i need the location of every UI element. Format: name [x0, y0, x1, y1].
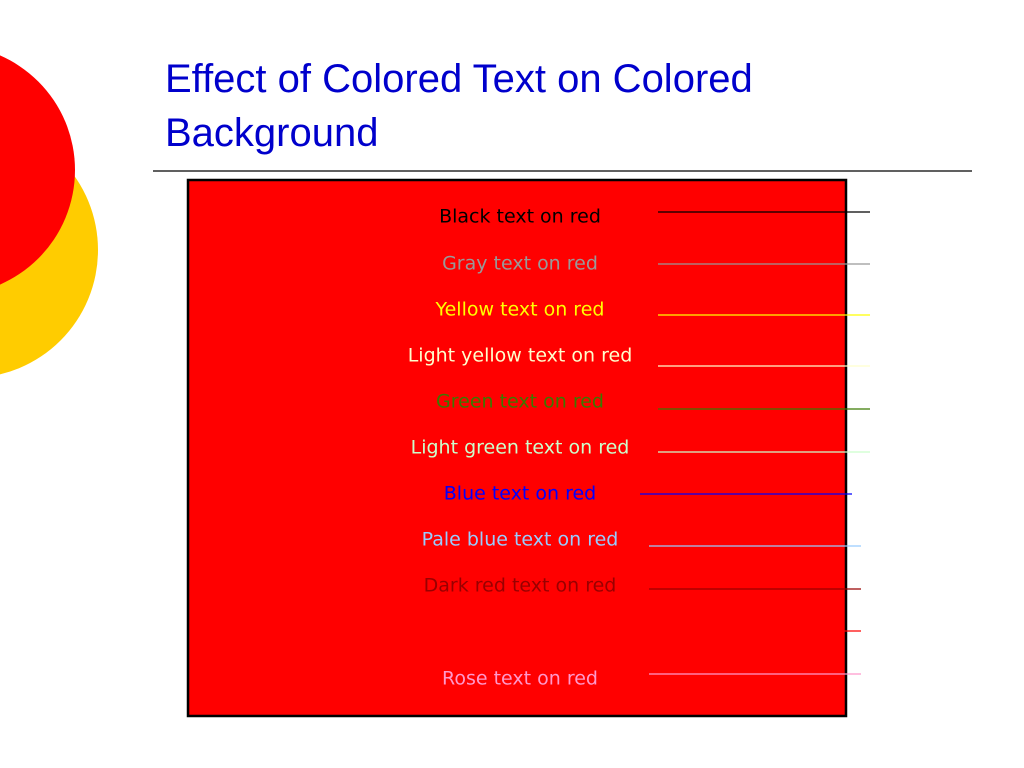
slide-title: Effect of Colored Text on Colored Backgr… [165, 57, 753, 155]
item-text: Green text on red [436, 391, 604, 413]
item-text: Gray text on red [442, 253, 598, 275]
red-panel [186, 178, 848, 718]
red-circle [0, 55, 75, 285]
item-list: Black text on red Gray text on red Yellow … [408, 206, 870, 690]
item-text: Blue text on red [444, 483, 596, 505]
item-text: Black text on red [439, 206, 601, 228]
item-text: Dark red text on red [424, 575, 617, 597]
item-text: Rose text on red [442, 668, 598, 690]
item-text: Light green text on red [411, 437, 630, 459]
item-text: Light yellow text on red [408, 345, 633, 367]
item-text: Pale blue text on red [422, 529, 619, 551]
item-text: Yellow text on red [435, 299, 605, 321]
